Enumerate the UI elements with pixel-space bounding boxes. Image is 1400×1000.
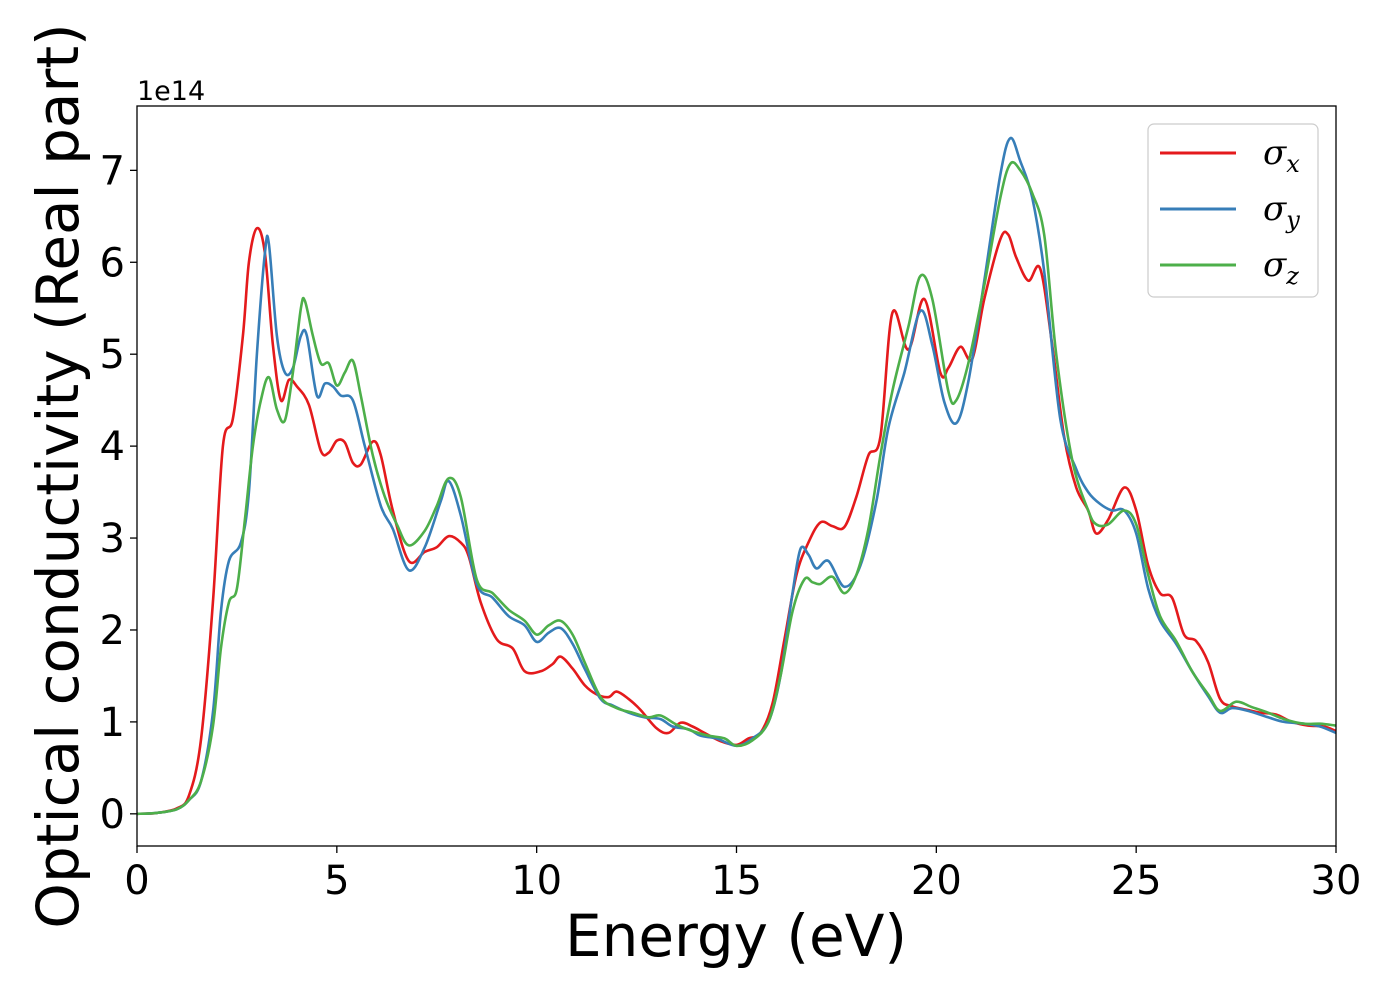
y-tick-label: 0 <box>100 792 125 838</box>
x-axis-label: Energy (eV) <box>565 902 907 970</box>
x-axis-ticks: 0 5 10 15 20 25 30 <box>124 846 1361 904</box>
y-tick-label: 1 <box>100 700 125 746</box>
series-line-y <box>136 136 1337 816</box>
y-axis-label: Optical conductivity (Real part) <box>24 23 92 928</box>
x-tick-label: 10 <box>511 858 562 904</box>
series-line-x <box>136 226 1337 816</box>
y-tick-label: 4 <box>100 424 125 470</box>
y-tick-label: 3 <box>100 516 125 562</box>
series-lines <box>136 136 1337 816</box>
legend-label-x: σx <box>1263 133 1300 178</box>
y-tick-label: 5 <box>100 332 125 378</box>
legend: σx σy σz <box>1147 123 1319 298</box>
y-tick-label: 2 <box>100 608 125 654</box>
y-tick-label: 6 <box>100 240 125 286</box>
legend-label-y: σy <box>1263 189 1300 234</box>
y-offset-label: 1e14 <box>137 76 205 107</box>
x-tick-label: 20 <box>911 858 962 904</box>
y-tick-label: 7 <box>100 148 125 194</box>
x-tick-label: 15 <box>711 858 762 904</box>
x-tick-label: 30 <box>1311 858 1362 904</box>
x-tick-label: 25 <box>1111 858 1162 904</box>
series-line-z <box>136 161 1337 816</box>
x-tick-label: 0 <box>124 858 149 904</box>
legend-label-z: σz <box>1263 245 1299 290</box>
y-axis-ticks: 0 1 2 3 4 5 6 7 <box>100 148 137 838</box>
x-tick-label: 5 <box>324 858 349 904</box>
